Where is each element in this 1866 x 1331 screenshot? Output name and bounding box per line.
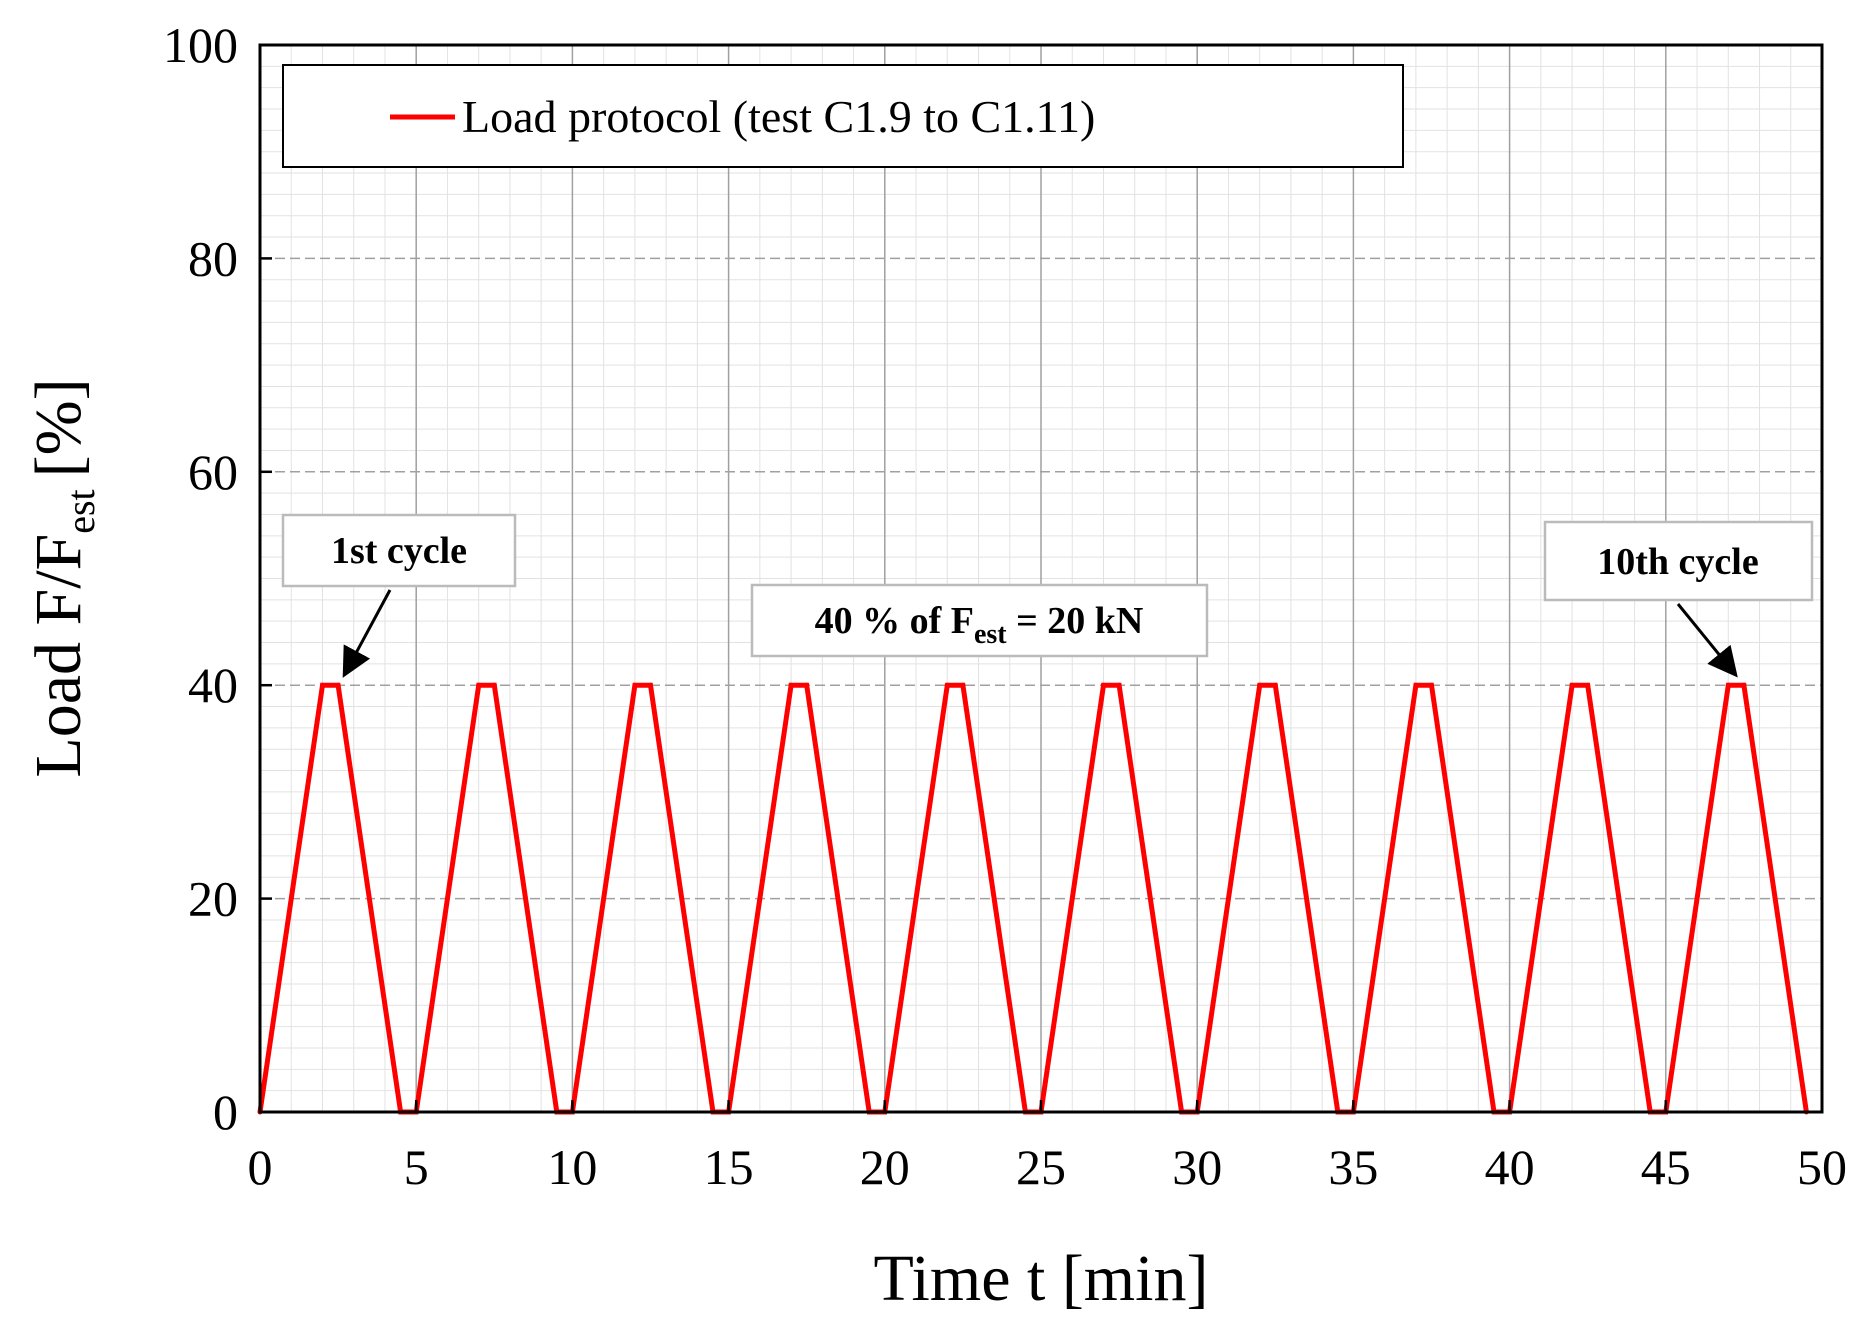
annotation-peak-load-box <box>750 583 1209 658</box>
series-point <box>1100 682 1106 688</box>
x-tick-label: 35 <box>1328 1139 1378 1195</box>
x-tick-label: 10 <box>547 1139 597 1195</box>
y-tick-label: 100 <box>163 17 238 73</box>
series-point <box>1569 682 1575 688</box>
series-point <box>1725 682 1731 688</box>
series-point <box>335 682 341 688</box>
annotation-tenth-cycle-label: 10th cycle <box>1597 541 1758 583</box>
x-tick-label: 50 <box>1797 1139 1847 1195</box>
annotation-first-cycle-box <box>281 513 517 588</box>
x-axis-title: Time t [min] <box>874 1242 1209 1315</box>
y-axis-title-unit: [%] <box>22 378 95 477</box>
x-tick-label: 25 <box>1016 1139 1066 1195</box>
major-grid <box>260 45 1822 1112</box>
annotation-peak-load: 40 % of Fest = 20 kN <box>750 583 1209 658</box>
x-tick-label: 5 <box>404 1139 429 1195</box>
x-tick-label: 40 <box>1485 1139 1535 1195</box>
y-axis-title-main: Load F/F <box>22 534 95 778</box>
series-point <box>491 682 497 688</box>
series-point <box>1116 682 1122 688</box>
x-tick-label: 45 <box>1641 1139 1691 1195</box>
y-tick-label: 20 <box>188 871 238 927</box>
y-tick-labels: 0 20 40 60 80 100 <box>163 17 238 1140</box>
series-point <box>944 682 950 688</box>
x-tick-label: 0 <box>248 1139 273 1195</box>
series-point <box>788 682 794 688</box>
legend-label: Load protocol (test C1.9 to C1.11) <box>462 91 1095 142</box>
tick-marks <box>258 43 1824 1114</box>
series-point <box>476 682 482 688</box>
annotation-first-cycle: 1st cycle <box>281 513 517 678</box>
x-tick-label: 30 <box>1172 1139 1222 1195</box>
series-point <box>1272 682 1278 688</box>
legend: Load protocol (test C1.9 to C1.11) <box>282 64 1404 168</box>
y-tick-label: 40 <box>188 657 238 713</box>
annotation-first-cycle-arrow <box>342 589 392 678</box>
y-tick-label: 0 <box>213 1084 238 1140</box>
annotation-tenth-cycle: 10th cycle <box>1543 520 1814 678</box>
series-point <box>1585 682 1591 688</box>
annotation-tenth-cycle-box <box>1543 520 1814 602</box>
series-point <box>632 682 638 688</box>
series-point <box>319 682 325 688</box>
series-point <box>960 682 966 688</box>
annotation-peak-load-subscript: est <box>974 619 1007 650</box>
annotation-peak-load-label: 40 % of Fest = 20 kN <box>815 600 1144 650</box>
y-axis-title: Load F/Fest [%] <box>22 378 103 777</box>
y-tick-label: 80 <box>188 230 238 286</box>
series-point <box>1257 682 1263 688</box>
series-point <box>1429 682 1434 688</box>
series-point <box>648 682 653 688</box>
legend-box <box>282 64 1404 168</box>
x-tick-label: 20 <box>860 1139 910 1195</box>
x-tick-label: 15 <box>704 1139 754 1195</box>
series-point <box>804 682 810 688</box>
y-tick-label: 60 <box>188 444 238 500</box>
annotation-peak-load-main: 40 % of F <box>815 600 974 642</box>
annotation-tenth-cycle-arrow <box>1676 603 1738 678</box>
annotation-first-cycle-label: 1st cycle <box>331 530 467 572</box>
annotation-peak-load-tail: = 20 kN <box>1007 600 1144 642</box>
x-tick-labels: 0 5 10 15 20 25 30 35 40 45 50 <box>248 1139 1848 1195</box>
series-point <box>1741 682 1747 688</box>
series-point <box>1413 682 1419 688</box>
y-axis-title-subscript: est <box>58 489 103 533</box>
